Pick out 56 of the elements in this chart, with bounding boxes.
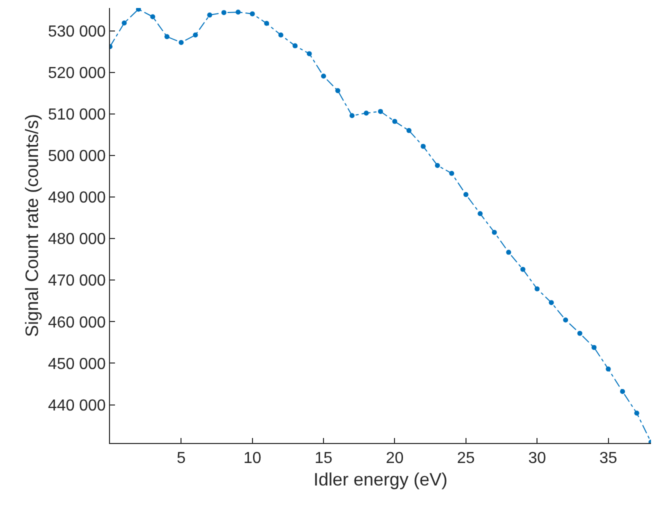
point bbox=[449, 170, 454, 176]
point bbox=[350, 113, 355, 118]
y-tick-label: 510 000 bbox=[48, 106, 106, 124]
point bbox=[306, 51, 312, 56]
x-tick-label: 15 bbox=[314, 450, 333, 468]
point bbox=[236, 10, 241, 15]
point bbox=[577, 330, 582, 336]
x-tick-label: 25 bbox=[457, 450, 475, 468]
point bbox=[634, 410, 640, 416]
y-axis-title: Signal Count rate (counts/s) bbox=[22, 114, 42, 338]
point bbox=[506, 250, 512, 255]
y-tick-label: 480 000 bbox=[48, 231, 106, 248]
point bbox=[378, 108, 383, 114]
x-tick-label: 20 bbox=[386, 450, 404, 468]
point bbox=[420, 144, 426, 149]
point bbox=[192, 32, 198, 38]
y-tick-label: 530 000 bbox=[48, 23, 106, 40]
point bbox=[250, 11, 255, 16]
point bbox=[122, 20, 127, 26]
x-tick-label: 30 bbox=[528, 450, 546, 468]
point bbox=[150, 14, 156, 20]
point bbox=[606, 366, 611, 372]
point bbox=[207, 12, 212, 18]
point bbox=[463, 192, 468, 198]
point bbox=[434, 162, 440, 168]
point bbox=[392, 118, 398, 124]
point bbox=[548, 300, 554, 306]
point bbox=[520, 266, 526, 272]
y-tick-label: 450 000 bbox=[48, 356, 106, 373]
point bbox=[335, 88, 340, 94]
point bbox=[563, 318, 568, 323]
point bbox=[278, 32, 284, 38]
y-tick-label: 490 000 bbox=[48, 190, 106, 207]
point bbox=[136, 8, 141, 12]
point bbox=[178, 40, 184, 45]
y-tick-label: 500 000 bbox=[48, 148, 106, 166]
point bbox=[221, 10, 226, 16]
x-tick-label: 10 bbox=[243, 450, 262, 468]
y-tick-label: 470 000 bbox=[48, 272, 106, 290]
point bbox=[406, 128, 412, 134]
point bbox=[264, 20, 270, 26]
point bbox=[478, 211, 483, 216]
y-tick-label: 460 000 bbox=[48, 314, 106, 332]
point bbox=[592, 344, 597, 350]
x-axis-title: Idler energy (eV) bbox=[313, 469, 448, 490]
point bbox=[620, 388, 626, 394]
point bbox=[292, 43, 298, 48]
y-tick-label: 520 000 bbox=[48, 65, 106, 82]
point bbox=[364, 110, 369, 116]
point bbox=[534, 286, 540, 292]
point bbox=[492, 230, 497, 235]
x-tick-label: 35 bbox=[599, 450, 618, 468]
y-tick-label: 440 000 bbox=[48, 397, 106, 414]
x-tick-label: 5 bbox=[176, 450, 186, 468]
point bbox=[321, 74, 326, 79]
point bbox=[164, 34, 170, 40]
